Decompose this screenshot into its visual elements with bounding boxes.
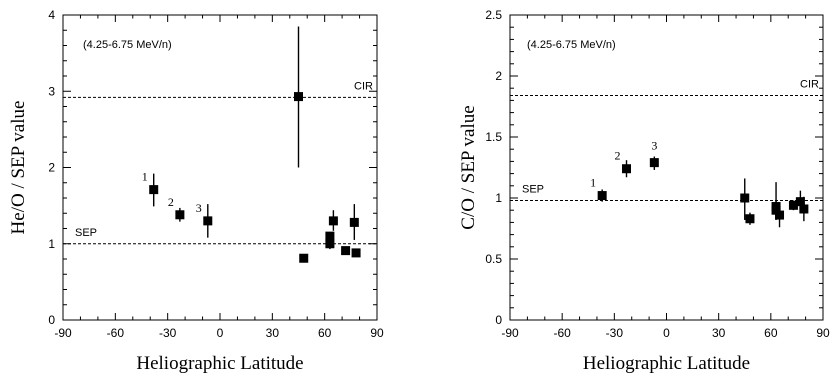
- reference-label-cir: CIR: [800, 79, 819, 91]
- point-number-label: 3: [651, 139, 657, 153]
- data-point: [799, 204, 809, 214]
- data-point: [294, 92, 303, 102]
- reference-label-sep: SEP: [75, 227, 97, 239]
- y-tick-label: 1: [48, 237, 55, 251]
- x-tick-label: -30: [159, 326, 177, 340]
- x-tick-label: 60: [318, 326, 332, 340]
- c-o-panel: -90 -60 -30 0 30 60 90 0 0.5 1 1.5 2 2.5 CIR SEP (4.25-…: [458, 8, 830, 374]
- data-point: [325, 239, 335, 249]
- x-axis-label: Heliographic Latitude: [136, 353, 303, 374]
- x-axis-label: Heliographic Latitude: [583, 353, 750, 374]
- x-tick-label: 90: [816, 326, 830, 340]
- data-point: [299, 253, 309, 263]
- data-point: [745, 214, 755, 224]
- point-number-label: 1: [590, 176, 596, 190]
- data-point: [597, 191, 607, 201]
- x-tick-label: -60: [107, 326, 125, 340]
- x-tick-label: 0: [663, 326, 670, 340]
- plot-frame: [62, 14, 378, 321]
- data-point: [622, 164, 632, 174]
- x-tick-label: -60: [553, 326, 571, 340]
- y-tick-label: 0: [495, 313, 502, 327]
- data-point: [175, 210, 185, 220]
- data-point: [203, 216, 213, 226]
- data-point: [775, 210, 785, 220]
- y-tick-label: 4: [48, 8, 55, 22]
- y-tick-label: 0.5: [485, 252, 502, 266]
- x-tick-label: -90: [54, 326, 72, 340]
- data-point: [649, 158, 659, 168]
- reference-label-cir: CIR: [354, 80, 373, 92]
- point-number-label: 1: [142, 170, 148, 184]
- data-point: [788, 200, 798, 210]
- data-point: [795, 197, 805, 207]
- he-o-panel: -90 -60 -30 0 30 60 90 0 1 2 3 4 CIR SEP (4.25-6.75 Me…: [8, 8, 384, 374]
- x-tick-label: 30: [266, 326, 280, 340]
- data-point: [740, 193, 750, 203]
- y-tick-label: 2: [495, 69, 502, 83]
- plot-frame: [509, 14, 824, 321]
- y-tick-label: 2: [48, 161, 55, 175]
- y-tick-label: 3: [48, 84, 55, 98]
- point-number-label: 2: [168, 195, 174, 209]
- point-number-label: 2: [615, 149, 621, 163]
- x-tick-label: -30: [606, 326, 624, 340]
- energy-range-annotation: (4.25-6.75 MeV/n): [83, 39, 172, 51]
- x-tick-label: 60: [764, 326, 778, 340]
- data-point: [349, 217, 359, 227]
- y-axis-label: C/O / SEP value: [458, 105, 479, 229]
- data-point: [771, 205, 781, 215]
- x-tick-label: 90: [370, 326, 384, 340]
- data-point: [341, 246, 351, 256]
- data-point: [325, 231, 335, 241]
- x-tick-label: -90: [501, 326, 519, 340]
- y-tick-label: 1: [495, 191, 502, 205]
- reference-label-sep: SEP: [522, 183, 544, 195]
- data-point: [328, 216, 338, 226]
- data-point: [351, 248, 361, 258]
- y-tick-label: 0: [48, 313, 55, 327]
- y-axis-label: He/O / SEP value: [8, 101, 29, 235]
- x-tick-label: 30: [712, 326, 726, 340]
- y-tick-label: 2.5: [485, 8, 502, 22]
- point-number-label: 3: [196, 201, 202, 215]
- energy-range-annotation: (4.25-6.75 MeV/n): [527, 39, 616, 51]
- y-tick-label: 1.5: [485, 130, 502, 144]
- data-point: [149, 185, 159, 195]
- x-tick-label: 0: [217, 326, 224, 340]
